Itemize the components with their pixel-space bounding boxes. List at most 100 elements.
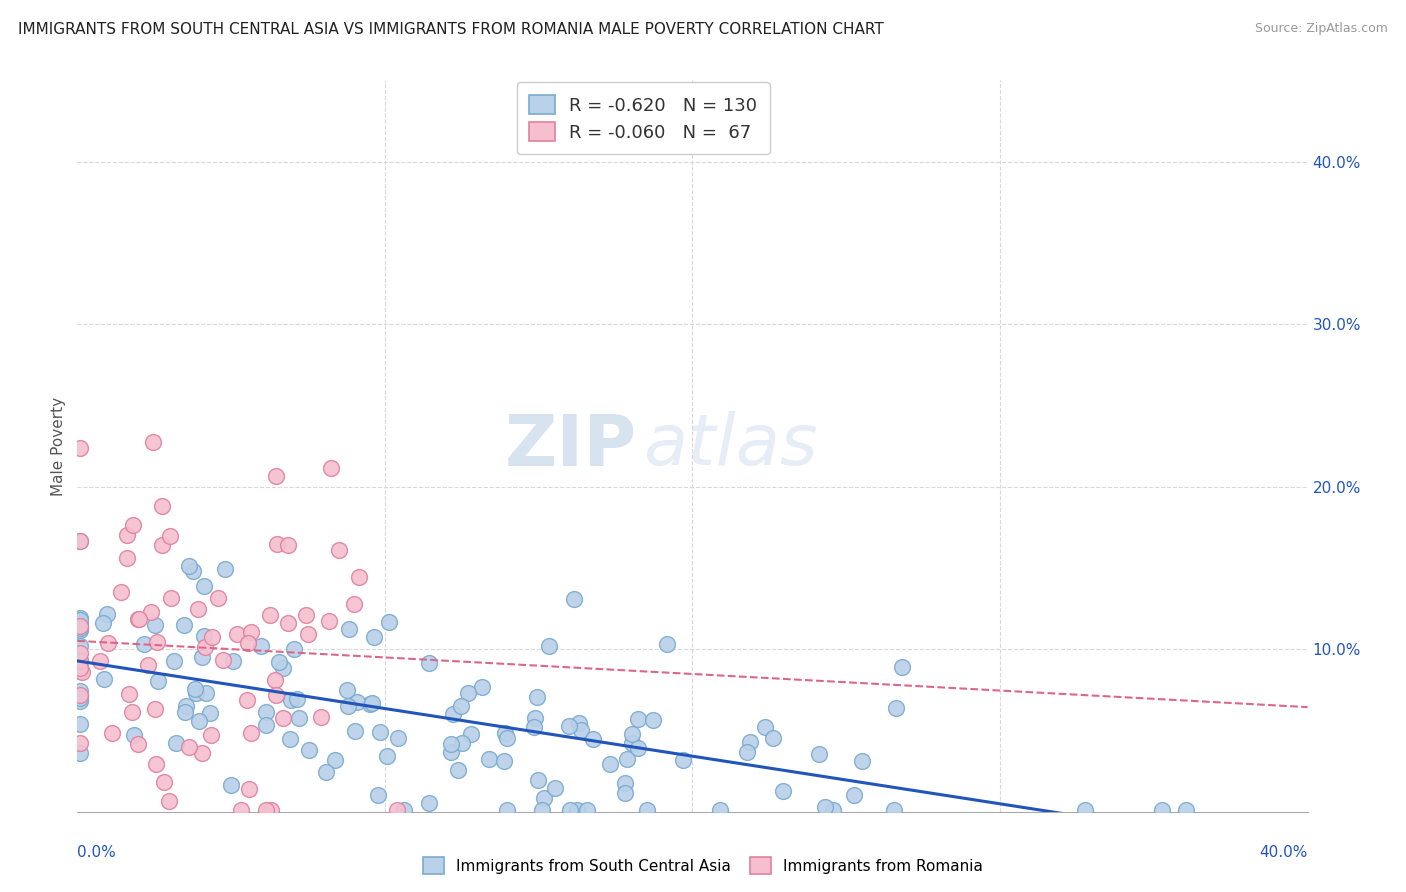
Point [762, 731, 785, 745]
Point [69, 615, 91, 630]
Point [69, 621, 91, 635]
Point [266, 536, 288, 550]
Point [814, 800, 837, 814]
Point [264, 688, 287, 702]
Point [165, 736, 187, 750]
Point [671, 753, 693, 767]
Point [69, 747, 91, 761]
Point [478, 752, 501, 766]
Point [69, 693, 91, 707]
Point [627, 741, 650, 756]
Point [214, 562, 236, 576]
Y-axis label: Male Poverty: Male Poverty [51, 396, 66, 496]
Point [150, 500, 173, 514]
Point [527, 772, 550, 787]
Point [69, 736, 91, 750]
Point [239, 625, 262, 640]
Point [1074, 803, 1097, 817]
Point [523, 720, 546, 734]
Point [91, 615, 114, 630]
Point [153, 774, 176, 789]
Point [754, 720, 776, 734]
Point [173, 705, 195, 719]
Point [188, 714, 211, 728]
Point [69, 534, 91, 549]
Point [471, 680, 494, 694]
Point [283, 641, 305, 656]
Point [336, 698, 359, 713]
Point [96, 607, 118, 621]
Point [621, 727, 644, 741]
Point [636, 803, 658, 817]
Point [494, 726, 516, 740]
Point [193, 629, 215, 643]
Point [377, 615, 399, 630]
Point [418, 796, 440, 810]
Point [69, 611, 91, 625]
Point [375, 749, 398, 764]
Point [254, 803, 277, 817]
Point [219, 778, 242, 792]
Text: ZIP: ZIP [505, 411, 637, 481]
Point [387, 731, 409, 745]
Point [367, 789, 389, 803]
Point [173, 618, 195, 632]
Point [1175, 803, 1198, 817]
Point [460, 727, 482, 741]
Point [118, 687, 141, 701]
Point [385, 803, 408, 817]
Point [69, 619, 91, 633]
Point [93, 672, 115, 686]
Point [184, 686, 207, 700]
Point [132, 637, 155, 651]
Point [69, 654, 91, 668]
Point [569, 723, 592, 738]
Point [297, 627, 319, 641]
Point [440, 738, 463, 752]
Point [343, 724, 366, 739]
Point [69, 659, 91, 673]
Point [69, 665, 91, 679]
Point [368, 724, 391, 739]
Point [222, 654, 245, 668]
Point [709, 803, 731, 817]
Point [558, 719, 581, 733]
Point [128, 612, 150, 626]
Point [533, 791, 555, 805]
Point [599, 756, 621, 771]
Point [891, 660, 914, 674]
Point [883, 803, 905, 817]
Point [558, 803, 581, 817]
Point [273, 711, 295, 725]
Point [337, 622, 360, 636]
Point [346, 695, 368, 709]
Point [145, 635, 167, 649]
Point [159, 529, 181, 543]
Point [263, 673, 285, 687]
Point [582, 731, 605, 746]
Point [163, 654, 186, 668]
Point [277, 538, 299, 552]
Point [492, 754, 515, 768]
Point [69, 640, 91, 654]
Point [738, 734, 761, 748]
Point [201, 630, 224, 644]
Point [328, 542, 350, 557]
Point [884, 701, 907, 715]
Point [271, 661, 294, 675]
Point [280, 732, 302, 747]
Legend: R = -0.620   N = 130, R = -0.060   N =  67: R = -0.620 N = 130, R = -0.060 N = 67 [517, 82, 769, 154]
Point [347, 570, 370, 584]
Point [254, 717, 277, 731]
Point [184, 681, 207, 696]
Point [69, 618, 91, 632]
Point [269, 656, 291, 670]
Point [115, 527, 138, 541]
Point [621, 736, 644, 750]
Point [69, 688, 91, 702]
Point [69, 533, 91, 548]
Point [361, 696, 384, 710]
Point [735, 745, 758, 759]
Point [145, 756, 167, 771]
Point [97, 635, 120, 649]
